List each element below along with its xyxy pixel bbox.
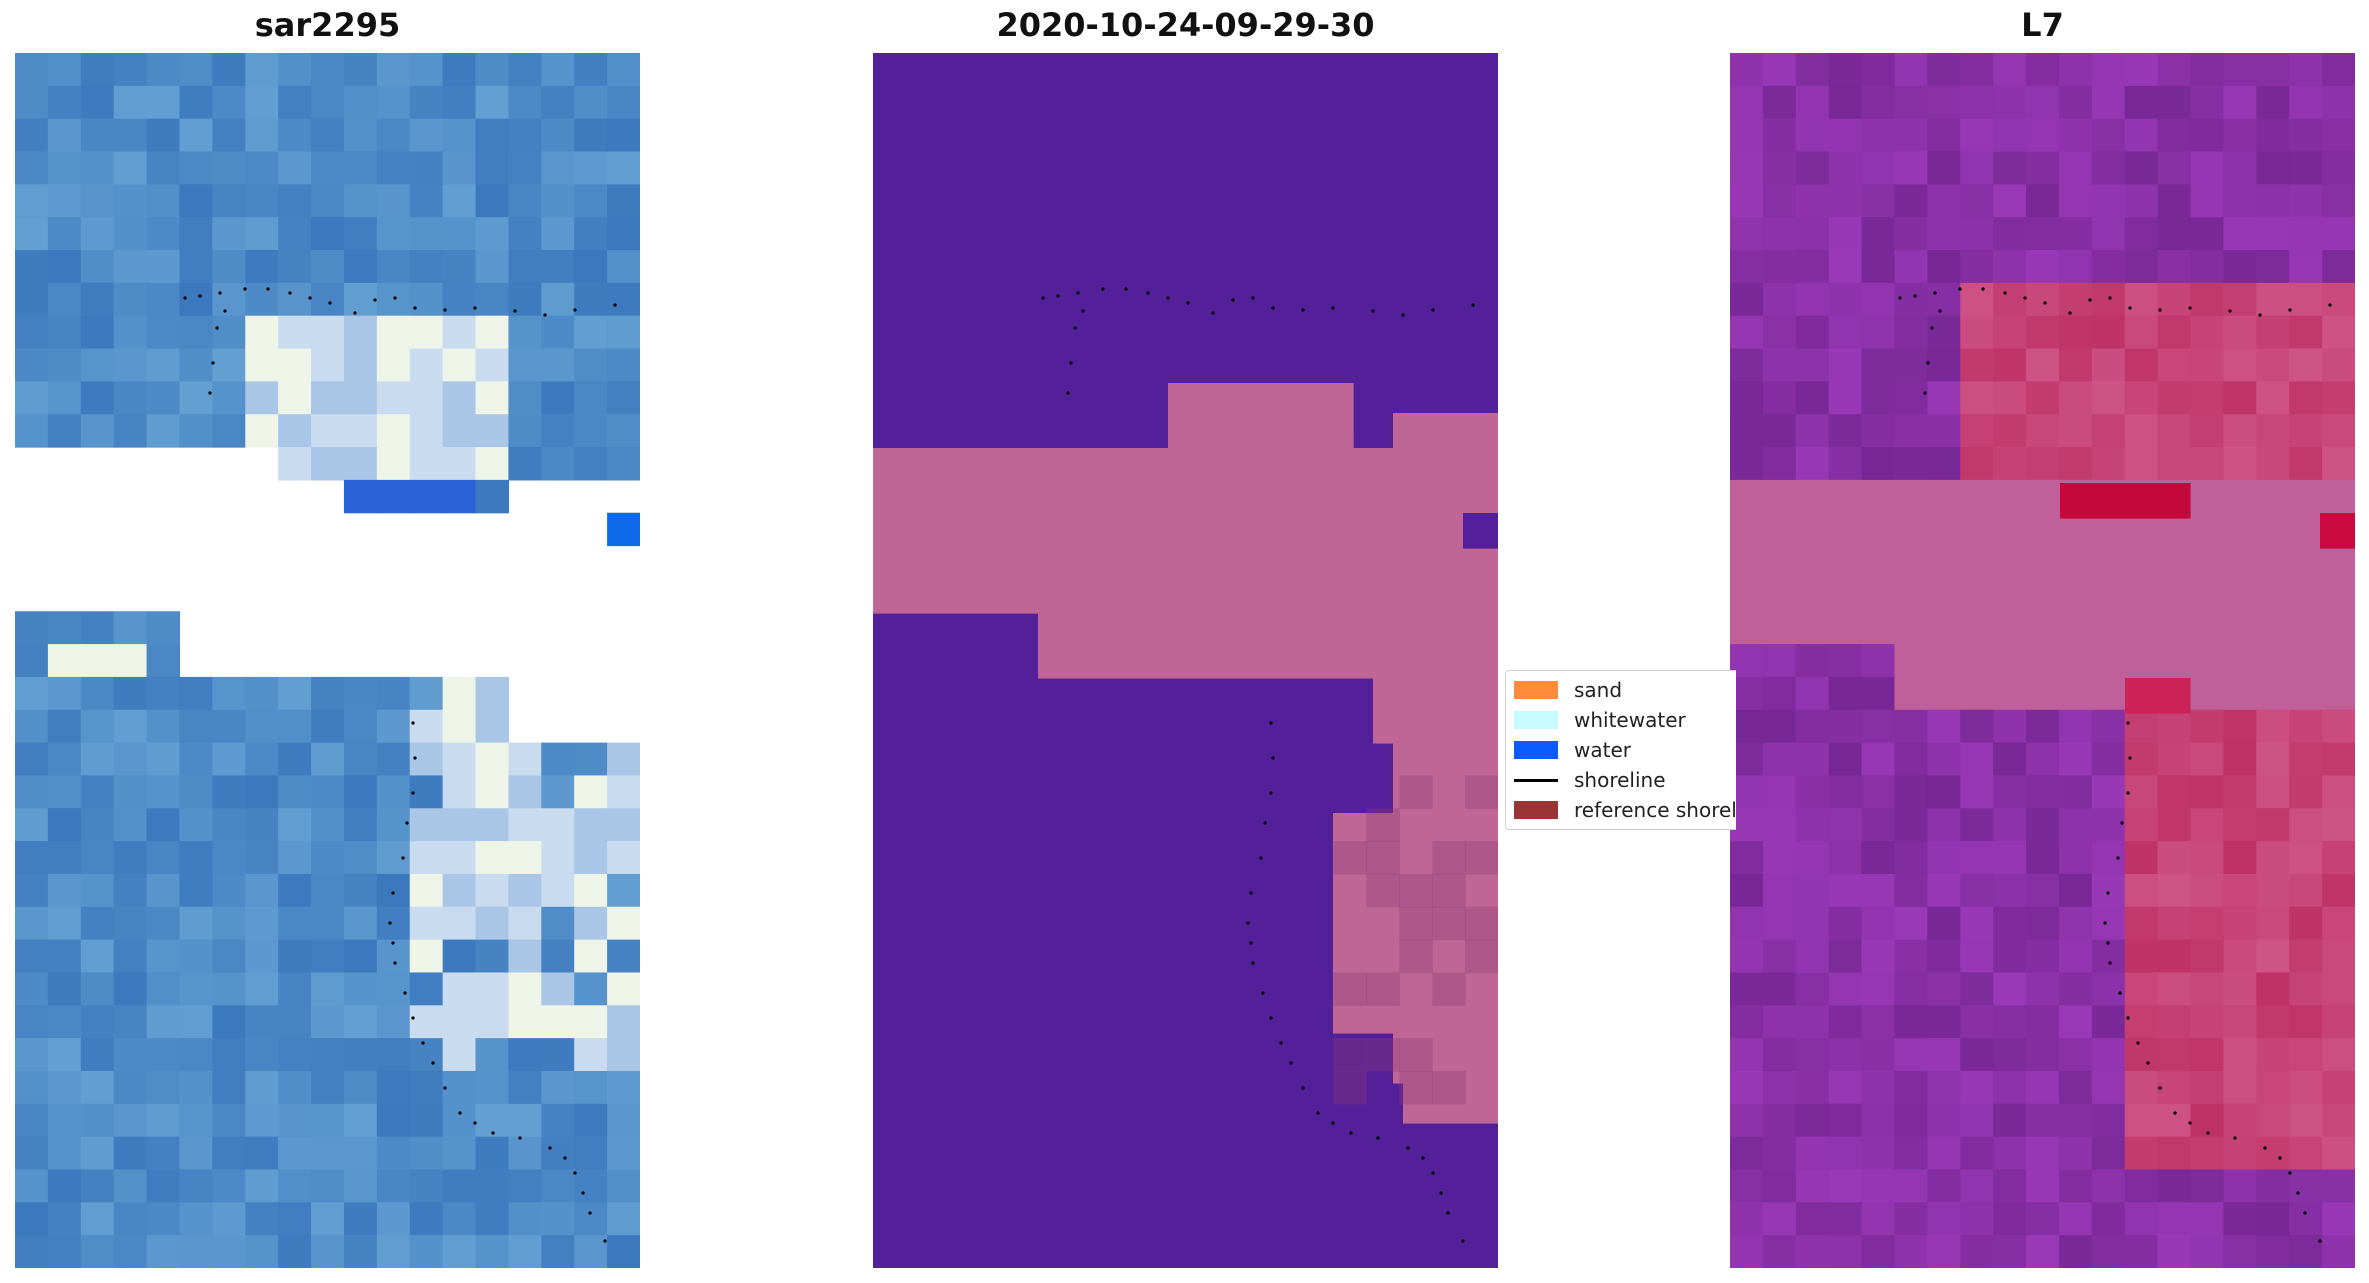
- rgb-image: [15, 53, 640, 1268]
- legend-label-shoreline: shoreline: [1574, 768, 1666, 792]
- legend-label-sand: sand: [1574, 678, 1623, 702]
- legend-item-whitewater: whitewater: [1514, 707, 1686, 733]
- legend-label-reference-shoreline: reference shoreline: [1574, 798, 1736, 822]
- water-swatch: [1514, 741, 1558, 759]
- panel-title-rgb: sar2295: [254, 6, 401, 44]
- legend-item-water: water: [1514, 737, 1631, 763]
- legend-item-shoreline: shoreline: [1514, 767, 1666, 793]
- falsecolor-image: [1730, 53, 2355, 1268]
- shoreline-line-swatch: [1514, 778, 1558, 782]
- sand-swatch: [1514, 681, 1558, 699]
- classification-image: [873, 53, 1498, 1268]
- panel-title-falsecolor: L7: [2021, 6, 2064, 44]
- falsecolor-panel: [1730, 53, 2355, 1268]
- panel-title-classification: 2020-10-24-09-29-30: [996, 6, 1375, 44]
- whitewater-swatch: [1514, 711, 1558, 729]
- legend-label-whitewater: whitewater: [1574, 708, 1686, 732]
- legend-label-water: water: [1574, 738, 1631, 762]
- legend-item-sand: sand: [1514, 677, 1622, 703]
- classification-panel: [873, 53, 1498, 1268]
- rgb-image-panel: [15, 53, 640, 1268]
- legend: sand whitewater water shoreline referenc…: [1505, 670, 1736, 830]
- reference-shoreline-swatch: [1514, 801, 1558, 819]
- legend-item-reference-shoreline: reference shoreline: [1514, 797, 1736, 823]
